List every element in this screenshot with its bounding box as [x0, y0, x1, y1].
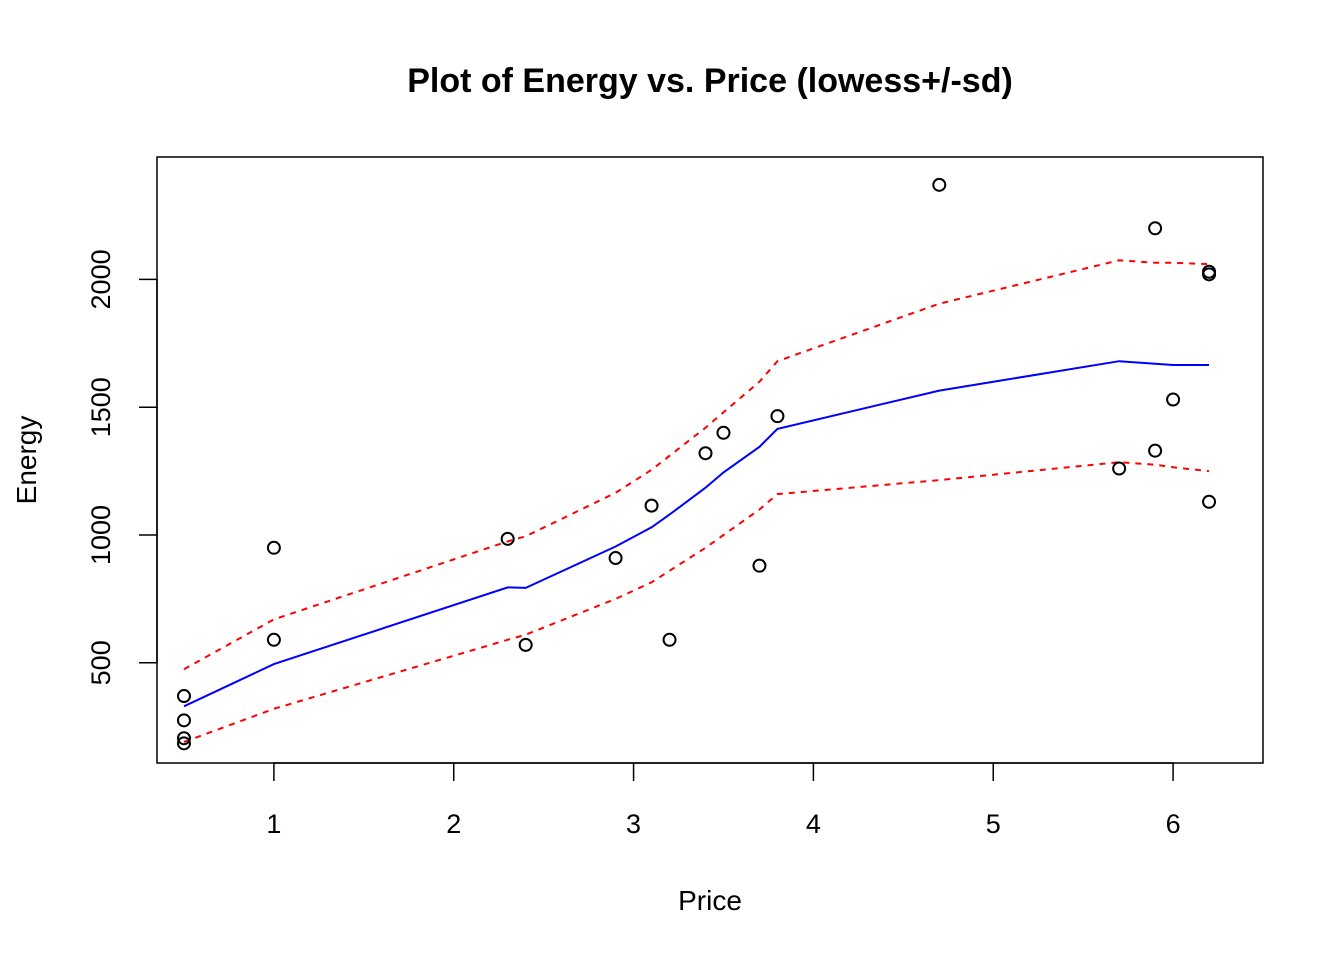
- lowess-line: [183, 360, 1209, 708]
- x-tick-label: 3: [626, 809, 641, 839]
- data-point: [1148, 443, 1163, 458]
- y-tick-label: 2000: [86, 249, 116, 309]
- data-point: [932, 177, 947, 192]
- data-point: [266, 632, 281, 647]
- data-point: [1148, 221, 1163, 236]
- data-point: [176, 689, 191, 704]
- data-point: [716, 425, 731, 440]
- data-point: [176, 731, 191, 746]
- chart-title: Plot of Energy vs. Price (lowess+/-sd): [407, 62, 1013, 100]
- data-point: [176, 713, 191, 728]
- x-tick-label: 4: [806, 809, 821, 839]
- y-tick-label: 1000: [86, 505, 116, 565]
- lower-sd-line: [183, 461, 1210, 743]
- y-axis: 500 1000 1500 2000: [86, 249, 158, 685]
- data-point: [662, 632, 677, 647]
- data-point: [608, 551, 623, 566]
- y-axis-label: Energy: [11, 416, 42, 505]
- plot-frame: [156, 156, 1264, 764]
- data-point: [770, 409, 785, 424]
- y-tick-label: 1500: [86, 377, 116, 437]
- series-layer: [183, 259, 1210, 743]
- data-point: [266, 540, 281, 555]
- data-point: [644, 498, 659, 513]
- x-tick-label: 2: [446, 809, 461, 839]
- x-axis-label: Price: [678, 885, 742, 916]
- x-tick-label: 5: [986, 809, 1001, 839]
- data-point: [1202, 267, 1217, 282]
- upper-sd-line: [183, 259, 1210, 671]
- data-point: [698, 446, 713, 461]
- x-tick-label: 1: [266, 809, 281, 839]
- y-tick-label: 500: [86, 640, 116, 685]
- data-point: [176, 736, 191, 751]
- x-axis: 1 2 3 4 5 6: [266, 762, 1181, 839]
- data-point: [1166, 392, 1181, 407]
- data-point: [500, 531, 515, 546]
- data-point: [1202, 494, 1217, 509]
- x-tick-label: 6: [1166, 809, 1181, 839]
- data-point: [752, 558, 767, 573]
- points-layer: [176, 177, 1217, 751]
- data-point: [1112, 461, 1127, 476]
- data-point: [518, 637, 533, 652]
